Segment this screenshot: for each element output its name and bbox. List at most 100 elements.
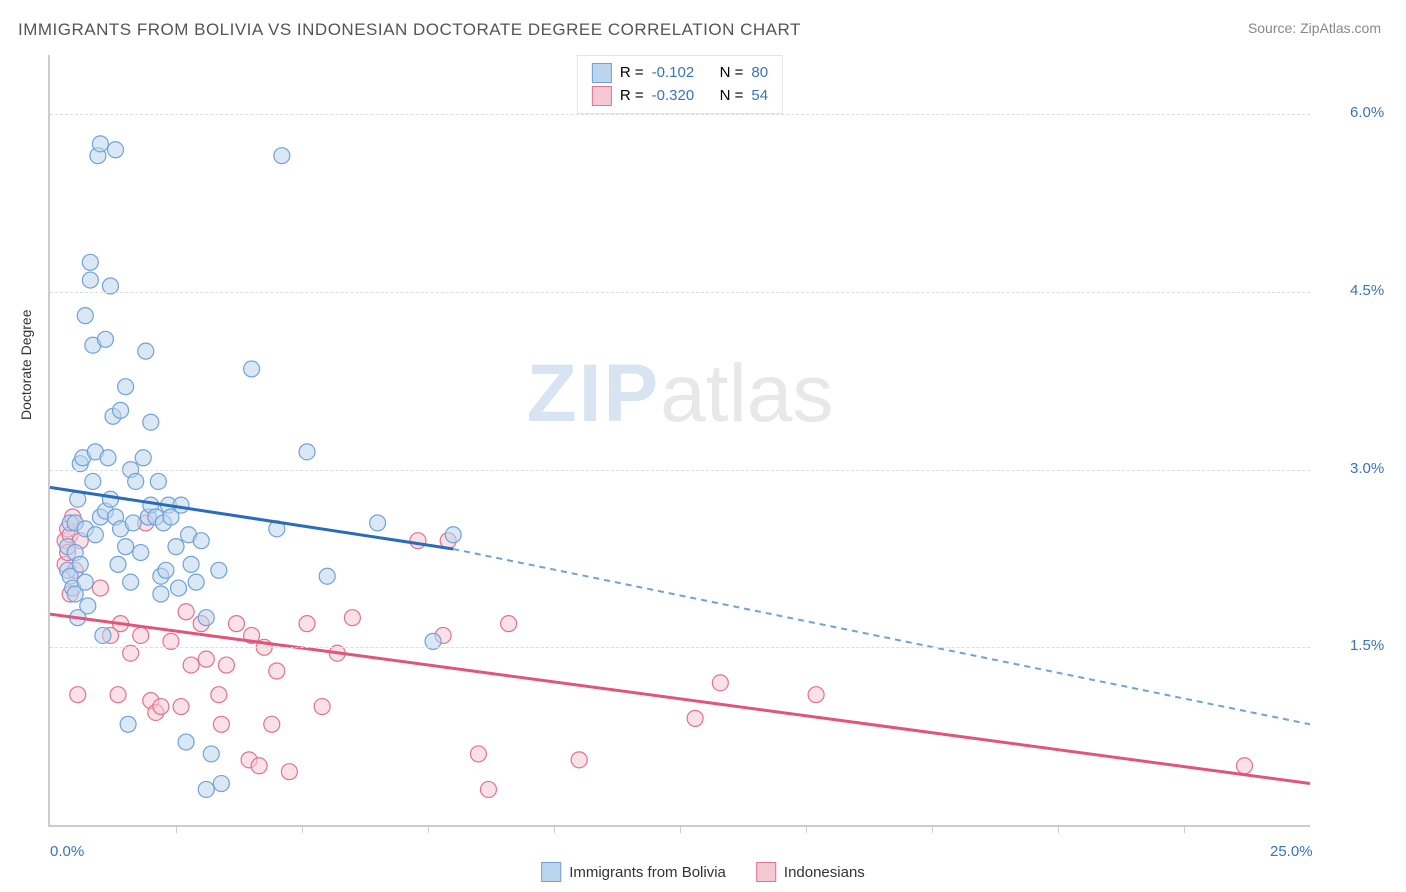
scatter-point	[85, 473, 101, 489]
scatter-point	[158, 562, 174, 578]
scatter-point	[138, 343, 154, 359]
x-minor-tick	[176, 825, 177, 833]
legend-item-indonesia: Indonesians	[756, 862, 865, 882]
x-minor-tick	[806, 825, 807, 833]
scatter-point	[299, 616, 315, 632]
scatter-point	[178, 734, 194, 750]
scatter-point	[178, 604, 194, 620]
scatter-point	[198, 781, 214, 797]
scatter-point	[203, 746, 219, 762]
y-tick-label: 6.0%	[1350, 104, 1384, 121]
r-value-indonesia: -0.320	[652, 85, 712, 108]
scatter-point	[211, 687, 227, 703]
scatter-point	[120, 716, 136, 732]
scatter-point	[281, 764, 297, 780]
scatter-point	[244, 361, 260, 377]
scatter-point	[133, 627, 149, 643]
y-tick-label: 1.5%	[1350, 637, 1384, 654]
series-legend: Immigrants from Bolivia Indonesians	[541, 862, 865, 882]
chart-plot-area: ZIPatlas R = -0.102 N = 80 R = -0.320 N …	[48, 55, 1310, 827]
scatter-point	[501, 616, 517, 632]
scatter-point	[80, 598, 96, 614]
scatter-point	[82, 272, 98, 288]
scatter-point	[118, 539, 134, 555]
source-attribution: Source: ZipAtlas.com	[1248, 20, 1381, 36]
scatter-point	[251, 758, 267, 774]
scatter-point	[213, 776, 229, 792]
scatter-svg	[50, 55, 1310, 825]
scatter-point	[171, 580, 187, 596]
x-minor-tick	[1184, 825, 1185, 833]
scatter-point	[168, 539, 184, 555]
correlation-legend: R = -0.102 N = 80 R = -0.320 N = 54	[577, 55, 783, 114]
n-label: N =	[720, 62, 744, 85]
y-tick-label: 3.0%	[1350, 460, 1384, 477]
scatter-point	[193, 533, 209, 549]
x-minor-tick	[302, 825, 303, 833]
scatter-point	[97, 331, 113, 347]
legend-item-bolivia: Immigrants from Bolivia	[541, 862, 726, 882]
scatter-point	[571, 752, 587, 768]
scatter-point	[77, 308, 93, 324]
scatter-point	[211, 562, 227, 578]
scatter-point	[445, 527, 461, 543]
x-minor-tick	[680, 825, 681, 833]
correlation-legend-row-indonesia: R = -0.320 N = 54	[592, 85, 768, 108]
n-label: N =	[720, 85, 744, 108]
x-minor-tick	[1058, 825, 1059, 833]
scatter-point	[173, 699, 189, 715]
gridline	[50, 114, 1310, 115]
r-label: R =	[620, 85, 644, 108]
scatter-point	[72, 556, 88, 572]
regression-line	[453, 549, 1310, 724]
scatter-point	[370, 515, 386, 531]
scatter-point	[118, 379, 134, 395]
scatter-point	[188, 574, 204, 590]
scatter-point	[128, 473, 144, 489]
scatter-point	[82, 254, 98, 270]
scatter-point	[183, 657, 199, 673]
scatter-point	[95, 627, 111, 643]
x-minor-tick	[554, 825, 555, 833]
scatter-point	[198, 610, 214, 626]
scatter-point	[314, 699, 330, 715]
r-label: R =	[620, 62, 644, 85]
scatter-point	[269, 663, 285, 679]
n-value-bolivia: 80	[751, 62, 768, 85]
scatter-point	[213, 716, 229, 732]
legend-label-indonesia: Indonesians	[784, 864, 865, 881]
scatter-point	[150, 473, 166, 489]
scatter-point	[87, 527, 103, 543]
swatch-bolivia	[592, 63, 612, 83]
scatter-point	[125, 515, 141, 531]
scatter-point	[410, 533, 426, 549]
correlation-legend-row-bolivia: R = -0.102 N = 80	[592, 62, 768, 85]
x-tick-label: 25.0%	[1270, 843, 1313, 860]
gridline	[50, 292, 1310, 293]
scatter-point	[108, 142, 124, 158]
x-minor-tick	[428, 825, 429, 833]
scatter-point	[344, 610, 360, 626]
scatter-point	[70, 687, 86, 703]
scatter-point	[153, 699, 169, 715]
y-axis-label: Doctorate Degree	[18, 309, 34, 420]
gridline	[50, 647, 1310, 648]
scatter-point	[77, 574, 93, 590]
scatter-point	[100, 450, 116, 466]
scatter-point	[480, 781, 496, 797]
scatter-point	[113, 402, 129, 418]
r-value-bolivia: -0.102	[652, 62, 712, 85]
scatter-point	[687, 710, 703, 726]
scatter-point	[274, 148, 290, 164]
scatter-point	[808, 687, 824, 703]
scatter-point	[712, 675, 728, 691]
scatter-point	[299, 444, 315, 460]
swatch-indonesia	[592, 86, 612, 106]
n-value-indonesia: 54	[751, 85, 768, 108]
legend-label-bolivia: Immigrants from Bolivia	[569, 864, 726, 881]
x-minor-tick	[932, 825, 933, 833]
scatter-point	[264, 716, 280, 732]
scatter-point	[319, 568, 335, 584]
regression-line	[50, 614, 1310, 783]
chart-title: IMMIGRANTS FROM BOLIVIA VS INDONESIAN DO…	[18, 20, 801, 40]
